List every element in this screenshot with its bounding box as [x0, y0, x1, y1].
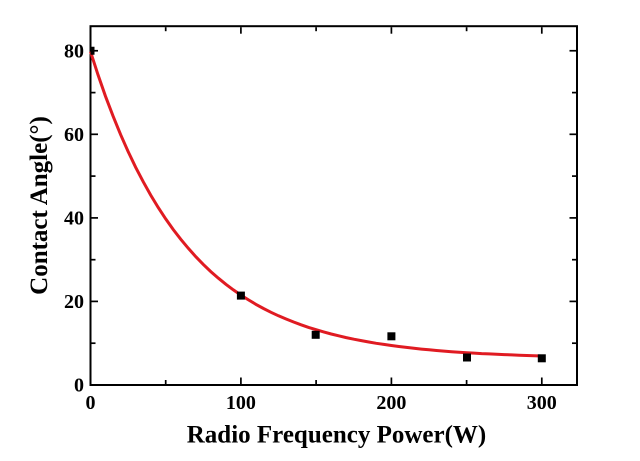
svg-text:100: 100	[226, 392, 256, 414]
svg-text:20: 20	[64, 291, 84, 313]
svg-text:200: 200	[376, 392, 406, 414]
svg-text:80: 80	[64, 40, 84, 62]
svg-text:0: 0	[74, 375, 84, 397]
svg-text:Contact Angle(°): Contact Angle(°)	[26, 116, 53, 295]
svg-text:0: 0	[86, 392, 96, 414]
svg-text:Radio Frequency Power(W): Radio Frequency Power(W)	[187, 422, 487, 449]
svg-text:60: 60	[64, 124, 84, 146]
svg-text:300: 300	[527, 392, 557, 414]
svg-text:40: 40	[64, 208, 84, 230]
